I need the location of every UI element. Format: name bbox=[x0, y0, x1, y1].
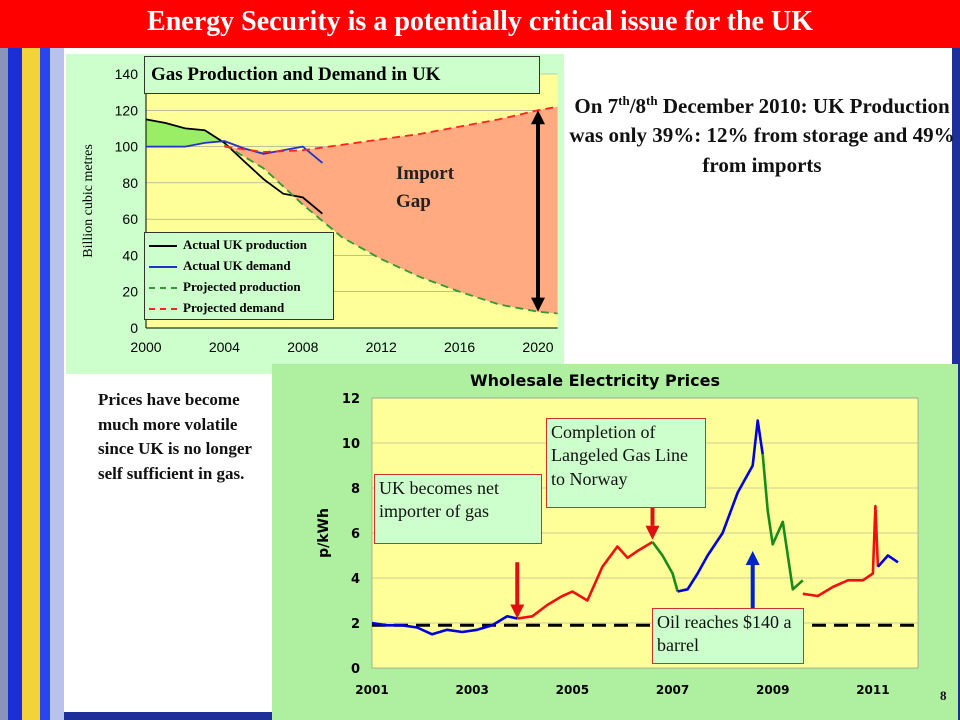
y-tick-label: 0 bbox=[351, 662, 360, 677]
x-tick-label: 2016 bbox=[444, 339, 475, 355]
x-tick-label: 2000 bbox=[130, 339, 161, 355]
y-tick-label: 12 bbox=[342, 392, 360, 407]
note-text-part: December 2010: UK Production was only 39… bbox=[569, 94, 955, 177]
price-segment-6 bbox=[876, 554, 899, 568]
callout-net-importer: UK becomes net importer of gas bbox=[374, 474, 542, 544]
legend-label: Projected demand bbox=[183, 300, 285, 315]
chart-title: Wholesale Electricity Prices bbox=[470, 371, 720, 390]
decorative-stripes bbox=[0, 48, 64, 720]
note-superscript: th bbox=[646, 93, 658, 108]
price-segment-0 bbox=[371, 615, 518, 636]
y-tick-label: 0 bbox=[130, 320, 138, 336]
import-gap-area bbox=[224, 106, 558, 314]
note-superscript: th bbox=[618, 93, 630, 108]
x-tick-label: 2003 bbox=[455, 683, 488, 697]
y-tick-label: 20 bbox=[122, 284, 138, 300]
y-tick-label: 4 bbox=[351, 572, 360, 587]
gas-chart-title: Gas Production and Demand in UK bbox=[144, 56, 540, 94]
price-segment-4 bbox=[761, 454, 804, 591]
series-line-2 bbox=[223, 144, 558, 315]
legend-label: Actual UK demand bbox=[183, 258, 291, 273]
page-number: 8 bbox=[940, 688, 947, 703]
production-note: On 7th/8th December 2010: UK Production … bbox=[566, 92, 958, 180]
x-tick-label: 2001 bbox=[355, 683, 388, 697]
gas-chart-legend: Actual UK production Actual UK demand Pr… bbox=[144, 232, 334, 320]
price-segment-3 bbox=[677, 419, 764, 593]
note-text-part: /8 bbox=[629, 94, 647, 118]
volatility-text: Prices have become much more volatile si… bbox=[98, 390, 252, 483]
series-line-3 bbox=[224, 105, 558, 153]
y-tick-label: 10 bbox=[342, 437, 360, 452]
arrow-head-up bbox=[531, 110, 545, 125]
series-line-1 bbox=[146, 140, 323, 164]
callout-langeled: Completion of Langeled Gas Line to Norwa… bbox=[546, 418, 706, 508]
y-tick-label: 120 bbox=[115, 102, 139, 118]
callout-oil-price: Oil reaches $140 a barrel bbox=[652, 608, 804, 664]
slide-title: Energy Security is a potentially critica… bbox=[147, 6, 813, 37]
x-tick-label: 2012 bbox=[366, 339, 397, 355]
y-axis-label: p/kWh bbox=[316, 508, 332, 558]
legend-label: Actual UK production bbox=[183, 237, 307, 252]
y-tick-label: 40 bbox=[122, 247, 138, 263]
legend-item: Actual UK production bbox=[147, 235, 333, 255]
arrow-head-down bbox=[531, 297, 545, 312]
legend-item: Projected production bbox=[147, 277, 333, 297]
x-tick-label: 2008 bbox=[287, 339, 318, 355]
x-tick-label: 2020 bbox=[522, 339, 553, 355]
y-tick-label: 140 bbox=[115, 66, 139, 82]
annotation-arrow-head-0 bbox=[510, 604, 525, 619]
y-tick-label: 8 bbox=[351, 482, 360, 497]
annotation-arrow-head-1 bbox=[645, 525, 660, 540]
note-text-part: On 7 bbox=[574, 94, 619, 118]
y-tick-label: 100 bbox=[115, 139, 139, 155]
x-tick-label: 2004 bbox=[209, 339, 240, 355]
x-tick-label: 2011 bbox=[856, 683, 889, 697]
price-segment-2 bbox=[651, 541, 679, 592]
price-segment-1 bbox=[517, 540, 654, 620]
legend-item: Actual UK demand bbox=[147, 256, 333, 276]
annotation-arrow-head-2 bbox=[745, 551, 760, 565]
legend-item: Projected demand bbox=[147, 298, 333, 318]
y-tick-label: 60 bbox=[122, 211, 138, 227]
y-tick-label: 2 bbox=[351, 617, 360, 632]
legend-label: Projected production bbox=[183, 279, 301, 294]
x-tick-label: 2007 bbox=[656, 683, 689, 697]
price-segment-5 bbox=[802, 504, 880, 598]
title-bar bbox=[0, 0, 960, 48]
y-axis-label: Billion cubic metres bbox=[81, 144, 96, 258]
x-tick-label: 2009 bbox=[756, 683, 789, 697]
x-tick-label: 2005 bbox=[556, 683, 589, 697]
y-tick-label: 6 bbox=[351, 527, 360, 542]
production-surplus-area bbox=[146, 119, 225, 147]
import-gap-label: Import Gap bbox=[396, 163, 455, 212]
y-tick-label: 80 bbox=[122, 175, 138, 191]
